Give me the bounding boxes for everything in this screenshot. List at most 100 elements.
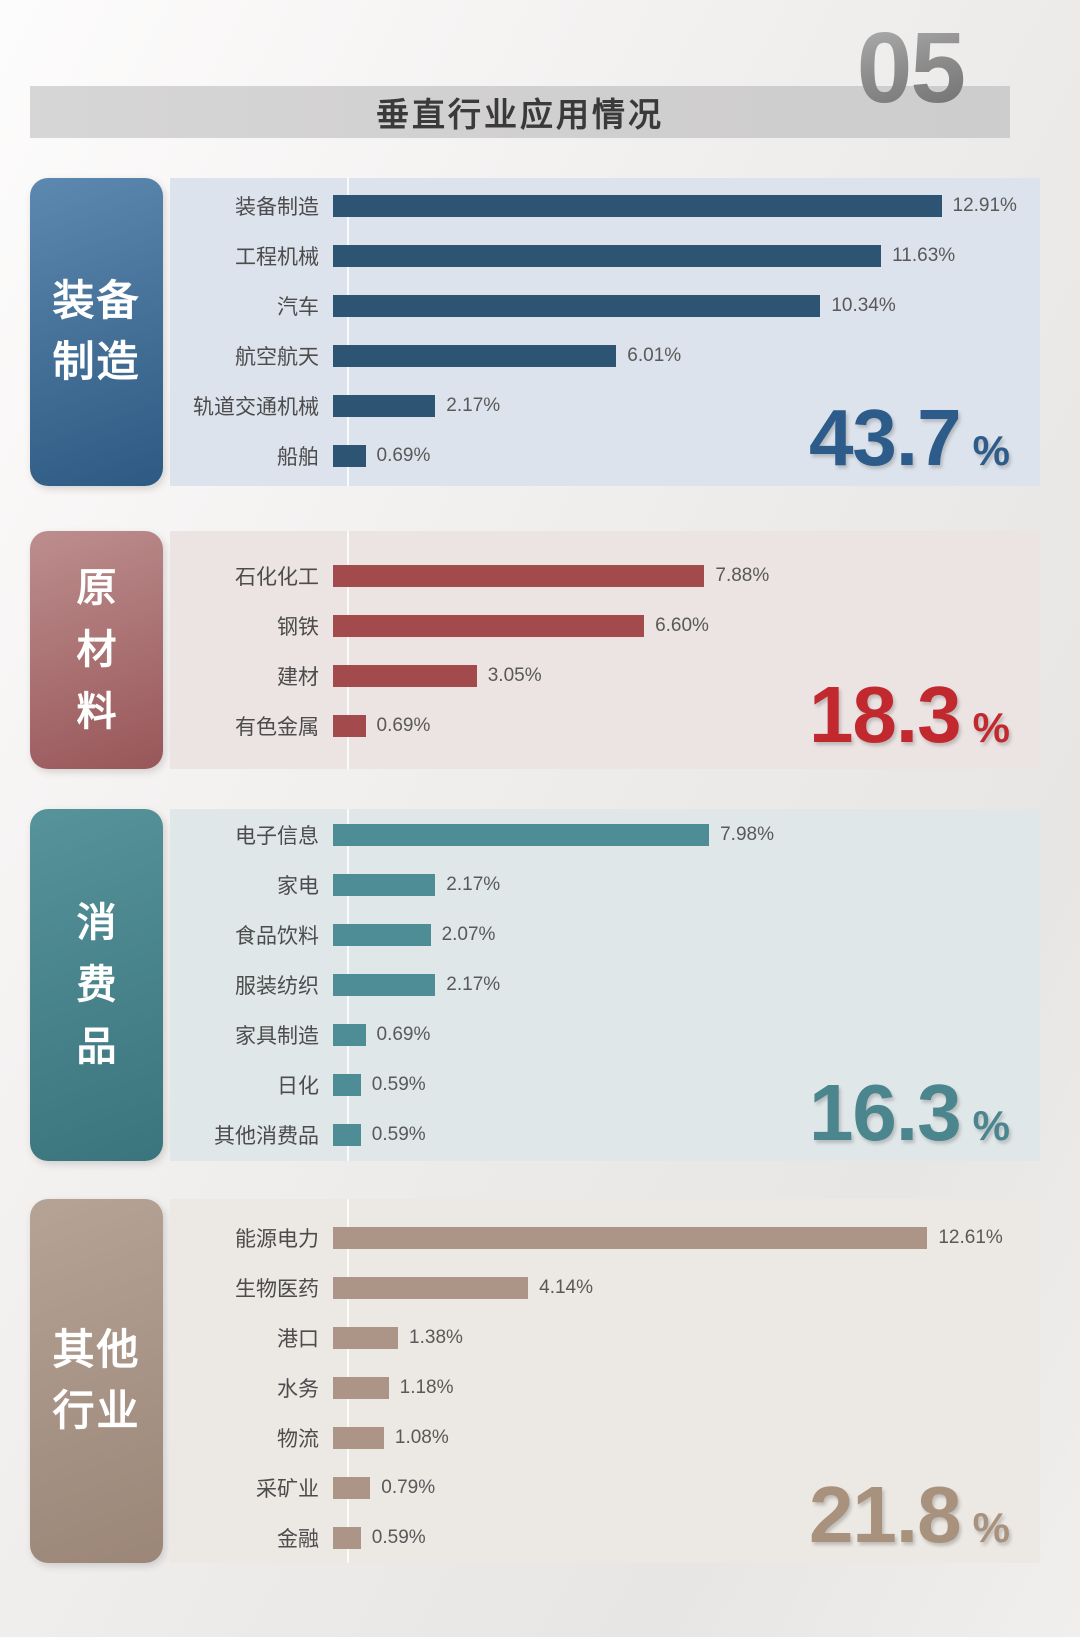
bar-row: 采矿业 0.79% bbox=[170, 1463, 1040, 1513]
bar-row: 食品饮料 2.07% bbox=[170, 910, 1040, 960]
bar-area: 0.69% bbox=[333, 445, 1040, 467]
bar bbox=[333, 1024, 366, 1046]
value-label: 2.17% bbox=[446, 874, 501, 895]
bar-area: 6.01% bbox=[333, 345, 1040, 367]
bar-area: 0.79% bbox=[333, 1477, 1040, 1499]
bar-row: 轨道交通机械 2.17% bbox=[170, 381, 1040, 431]
category-label: 港口 bbox=[277, 1328, 319, 1351]
value-label: 2.17% bbox=[446, 395, 501, 416]
category-label: 轨道交通机械 bbox=[193, 396, 319, 419]
industry-group: 装备 制造 装备制造 12.91% 工程机械 11.63% 汽车 10.34% … bbox=[30, 178, 1040, 486]
group-total-value: 18.3 bbox=[808, 670, 962, 759]
group-chart-panel: 能源电力 12.61% 生物医药 4.14% 港口 1.38% 水务 1.18%… bbox=[170, 1199, 1040, 1563]
bar-area: 6.60% bbox=[333, 615, 1040, 637]
bar-area: 12.91% bbox=[333, 195, 1040, 217]
bar-area: 7.88% bbox=[333, 565, 1040, 587]
category-label: 物流 bbox=[277, 1428, 319, 1451]
bar-row: 生物医药 4.14% bbox=[170, 1263, 1040, 1313]
value-label: 0.69% bbox=[376, 715, 431, 736]
bar bbox=[333, 1527, 361, 1549]
bar-row: 水务 1.18% bbox=[170, 1363, 1040, 1413]
group-label: 原 材 料 bbox=[76, 566, 117, 734]
bar bbox=[333, 1227, 928, 1249]
group-total-value: 16.3 bbox=[808, 1068, 962, 1157]
group-total: 18.3 % bbox=[809, 675, 1010, 755]
bar-row: 电子信息 7.98% bbox=[170, 810, 1040, 860]
bar-area: 7.98% bbox=[333, 824, 1040, 846]
bar-area: 2.17% bbox=[333, 874, 1040, 896]
value-label: 1.08% bbox=[394, 1427, 449, 1448]
value-label: 10.34% bbox=[831, 295, 896, 316]
bar-row: 港口 1.38% bbox=[170, 1313, 1040, 1363]
value-label: 6.01% bbox=[627, 345, 682, 366]
bar-row: 物流 1.08% bbox=[170, 1413, 1040, 1463]
bar bbox=[333, 395, 436, 417]
value-label: 2.17% bbox=[446, 974, 501, 995]
category-label: 汽车 bbox=[277, 296, 319, 319]
category-label: 生物医药 bbox=[235, 1278, 319, 1301]
value-label: 0.79% bbox=[381, 1477, 436, 1498]
value-label: 7.88% bbox=[715, 565, 770, 586]
group-sidebar: 装备 制造 bbox=[30, 178, 163, 486]
category-label: 航空航天 bbox=[235, 346, 319, 369]
category-label: 电子信息 bbox=[235, 825, 319, 848]
bar-row: 服装纺织 2.17% bbox=[170, 960, 1040, 1010]
bar-row: 装备制造 12.91% bbox=[170, 181, 1040, 231]
value-label: 12.91% bbox=[952, 195, 1017, 216]
bar-row: 船舶 0.69% bbox=[170, 431, 1040, 481]
bar bbox=[333, 245, 882, 267]
bar-area: 11.63% bbox=[333, 245, 1040, 267]
category-label: 其他消费品 bbox=[214, 1125, 319, 1148]
percent-sign: % bbox=[972, 704, 1010, 751]
bar-area: 0.59% bbox=[333, 1527, 1040, 1549]
bar-area: 4.14% bbox=[333, 1277, 1040, 1299]
bar bbox=[333, 974, 436, 996]
value-label: 7.98% bbox=[720, 824, 774, 845]
group-chart-panel: 电子信息 7.98% 家电 2.17% 食品饮料 2.07% 服装纺织 2.17… bbox=[170, 809, 1040, 1161]
bar bbox=[333, 924, 431, 946]
bar bbox=[333, 1427, 384, 1449]
category-label: 建材 bbox=[277, 666, 319, 689]
category-label: 食品饮料 bbox=[235, 925, 319, 948]
bar bbox=[333, 445, 366, 467]
bar-row: 钢铁 6.60% bbox=[170, 601, 1040, 651]
value-label: 0.59% bbox=[371, 1074, 426, 1095]
industry-group: 其他 行业 能源电力 12.61% 生物医药 4.14% 港口 1.38% 水务… bbox=[30, 1199, 1040, 1563]
value-label: 12.61% bbox=[938, 1227, 1003, 1248]
group-total-value: 21.8 bbox=[808, 1470, 962, 1559]
category-label: 有色金属 bbox=[235, 716, 319, 739]
value-label: 11.63% bbox=[892, 245, 956, 266]
bar-area: 1.08% bbox=[333, 1427, 1040, 1449]
group-chart-panel: 装备制造 12.91% 工程机械 11.63% 汽车 10.34% 航空航天 6… bbox=[170, 178, 1040, 486]
bar-row: 日化 0.59% bbox=[170, 1060, 1040, 1110]
group-sidebar: 原 材 料 bbox=[30, 531, 163, 769]
value-label: 0.69% bbox=[376, 1024, 431, 1045]
bar-area: 2.17% bbox=[333, 974, 1040, 996]
category-label: 装备制造 bbox=[235, 196, 319, 219]
bar bbox=[333, 615, 645, 637]
category-label: 日化 bbox=[277, 1075, 319, 1098]
bar-area: 2.07% bbox=[333, 924, 1040, 946]
bar-row: 家具制造 0.69% bbox=[170, 1010, 1040, 1060]
bar bbox=[333, 1327, 399, 1349]
bar bbox=[333, 1377, 389, 1399]
bar-row: 石化化工 7.88% bbox=[170, 551, 1040, 601]
value-label: 6.60% bbox=[655, 615, 709, 636]
page-title: 垂直行业应用情况 bbox=[376, 96, 664, 133]
bar-row: 汽车 10.34% bbox=[170, 281, 1040, 331]
bar bbox=[333, 715, 366, 737]
bar-row: 能源电力 12.61% bbox=[170, 1213, 1040, 1263]
group-total: 21.8 % bbox=[809, 1475, 1010, 1555]
value-label: 0.59% bbox=[371, 1527, 426, 1548]
category-label: 采矿业 bbox=[256, 1478, 319, 1501]
group-total-value: 43.7 bbox=[808, 393, 962, 482]
value-label: 4.14% bbox=[539, 1277, 593, 1298]
value-label: 1.18% bbox=[399, 1377, 454, 1398]
group-total: 16.3 % bbox=[809, 1073, 1010, 1153]
bar bbox=[333, 1277, 529, 1299]
category-label: 家电 bbox=[277, 875, 319, 898]
bar-rows: 装备制造 12.91% 工程机械 11.63% 汽车 10.34% 航空航天 6… bbox=[170, 181, 1040, 481]
bar-area: 0.59% bbox=[333, 1124, 1040, 1146]
bar-row: 其他消费品 0.59% bbox=[170, 1110, 1040, 1160]
